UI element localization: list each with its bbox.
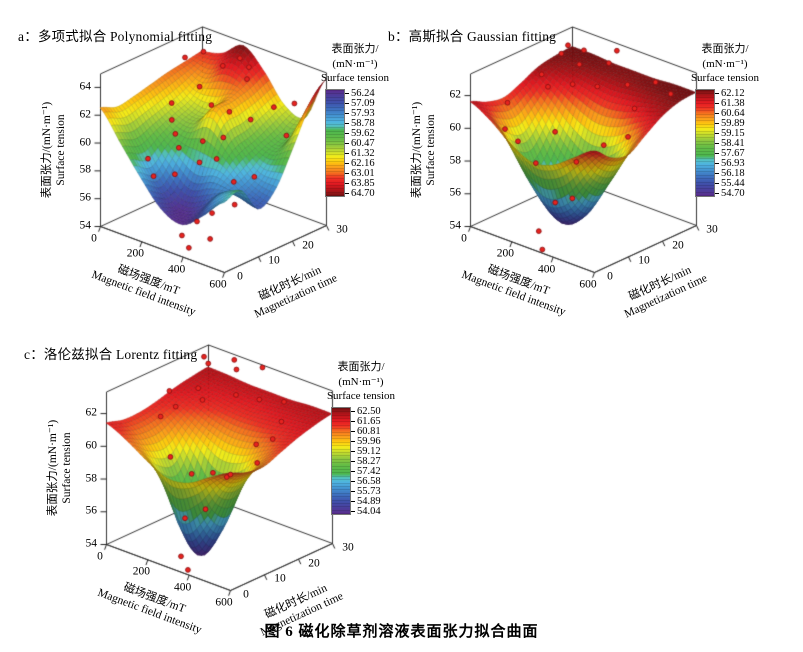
- x-tick-label: 200: [132, 565, 150, 578]
- y-tick-label: 30: [706, 223, 718, 236]
- z-tick-label: 54: [85, 537, 98, 550]
- x-tick-label: 400: [174, 581, 192, 594]
- colorbar-gradient: [695, 88, 715, 197]
- y-tick-label: 20: [302, 239, 314, 252]
- colorbar-tick-label: 61.32: [345, 148, 375, 159]
- colorbar-tick-labels: 62.12 61.38 60.64 59.89 59.15 58.41 57.67 56.93…: [715, 88, 745, 199]
- colorbar-tick-label: 55.44: [715, 178, 745, 189]
- colorbar-title: 表面张力/(mN·m⁻¹) Surface tension: [320, 43, 390, 84]
- colorbar-tick-label: 57.67: [715, 148, 745, 159]
- colorbar-tick-label: 63.85: [345, 178, 375, 189]
- x-tick-label: 0: [461, 232, 467, 245]
- z-tick-label: 60: [449, 121, 462, 134]
- colorbar-title: 表面张力/(mN·m⁻¹) Surface tension: [326, 361, 396, 402]
- y-tick-label: 0: [243, 588, 249, 601]
- y-tick-label: 20: [672, 239, 684, 252]
- colorbar-tick-label: 54.89: [351, 496, 381, 507]
- panel-polynomial-fitting: a：多项式拟合 Polynomial fitting 表面张力/(mN·m⁻¹)…: [16, 14, 400, 332]
- z-tick-label: 62: [79, 108, 92, 121]
- x-tick-label: 600: [579, 278, 597, 291]
- x-tick-label: 600: [215, 596, 233, 609]
- panel-lorentz-fitting: c：洛伦兹拟合 Lorentz fitting 表面张力/(mN·m⁻¹) Sur…: [22, 332, 406, 650]
- x-tick-label: 200: [126, 247, 144, 260]
- colorbar-tick-label: 60.47: [345, 138, 375, 149]
- colorbar-tick-label: 58.78: [345, 118, 375, 129]
- colorbar-tick-label: 56.24: [345, 88, 375, 99]
- colorbar-tick-label: 56.18: [715, 168, 745, 179]
- colorbar-title: 表面张力/(mN·m⁻¹) Surface tension: [690, 43, 760, 84]
- z-axis-title: 表面张力/(mN·m⁻¹) Surface tension: [41, 101, 67, 198]
- colorbar-tick-label: 59.15: [715, 128, 745, 139]
- colorbar-tick-label: 62.50: [351, 406, 381, 417]
- z-tick-label: 62: [85, 406, 98, 419]
- colorbar-tick-label: 60.81: [351, 426, 381, 437]
- colorbar-gaussian: 表面张力/(mN·m⁻¹) Surface tension 62.12 61.38 60…: [685, 42, 769, 199]
- y-tick-label: 30: [336, 223, 348, 236]
- colorbar-tick-label: 56.93: [715, 158, 745, 169]
- colorbar-tick-label: 63.01: [345, 168, 375, 179]
- colorbar-tick-label: 57.42: [351, 466, 381, 477]
- x-tick-label: 0: [97, 550, 103, 563]
- colorbar-tick-label: 54.70: [715, 188, 745, 199]
- colorbar-tick-label: 57.09: [345, 98, 375, 109]
- z-tick-label: 62: [449, 88, 462, 101]
- z-tick-label: 54: [79, 219, 92, 232]
- y-tick-label: 0: [607, 270, 613, 283]
- colorbar-tick-labels: 56.24 57.09 57.93 58.78 59.62 60.47 61.32 62.16…: [345, 88, 375, 199]
- colorbar-tick-label: 62.12: [715, 88, 745, 99]
- colorbar-tick-label: 61.38: [715, 98, 745, 109]
- colorbar-tick-label: 56.58: [351, 476, 381, 487]
- figure-caption: 图 6 磁化除草剂溶液表面张力拟合曲面: [264, 624, 539, 640]
- colorbar-gradient: [325, 88, 345, 197]
- colorbar-tick-label: 57.93: [345, 108, 375, 119]
- z-tick-label: 54: [449, 219, 462, 232]
- colorbar-tick-label: 58.27: [351, 456, 381, 467]
- colorbar-tick-label: 60.64: [715, 108, 745, 119]
- y-tick-label: 30: [342, 541, 354, 554]
- panel-gaussian-fitting: b：高斯拟合 Gaussian fitting 表面张力/(mN·m⁻¹) Sur…: [386, 14, 770, 332]
- colorbar-tick-label: 64.70: [345, 188, 375, 199]
- colorbar-tick-label: 59.96: [351, 436, 381, 447]
- z-tick-label: 58: [85, 472, 98, 485]
- x-tick-label: 0: [91, 232, 97, 245]
- y-tick-label: 0: [237, 270, 243, 283]
- colorbar-gradient: [331, 406, 351, 515]
- z-tick-label: 56: [85, 504, 98, 517]
- z-tick-label: 58: [449, 154, 462, 167]
- z-tick-label: 60: [79, 136, 92, 149]
- z-axis-title: 表面张力/(mN·m⁻¹) Surface tension: [411, 101, 437, 198]
- colorbar-tick-label: 54.04: [351, 506, 381, 517]
- colorbar-tick-label: 59.89: [715, 118, 745, 129]
- colorbar-tick-labels: 62.50 61.65 60.81 59.96 59.12 58.27 57.42 56.58…: [351, 406, 381, 517]
- x-tick-label: 400: [168, 263, 186, 276]
- colorbar-tick-label: 59.62: [345, 128, 375, 139]
- panel-title-gaussian: b：高斯拟合 Gaussian fitting: [388, 29, 557, 44]
- colorbar-tick-label: 61.65: [351, 416, 381, 427]
- z-tick-label: 64: [79, 80, 92, 93]
- z-tick-label: 60: [85, 439, 98, 452]
- panel-title-polynomial: a：多项式拟合 Polynomial fitting: [18, 29, 213, 44]
- z-tick-label: 58: [79, 163, 92, 176]
- z-tick-label: 56: [449, 186, 462, 199]
- colorbar-lorentz: 表面张力/(mN·m⁻¹) Surface tension 62.50 61.65 60…: [321, 360, 405, 517]
- colorbar-tick-label: 62.16: [345, 158, 375, 169]
- colorbar-tick-label: 58.41: [715, 138, 745, 149]
- x-tick-label: 400: [538, 263, 556, 276]
- z-axis-title: 表面张力/(mN·m⁻¹) Surface tension: [47, 419, 73, 516]
- z-tick-label: 56: [79, 191, 92, 204]
- x-tick-label: 200: [496, 247, 514, 260]
- panel-title-lorentz: c：洛伦兹拟合 Lorentz fitting: [24, 347, 198, 362]
- x-tick-label: 600: [209, 278, 227, 291]
- y-tick-label: 10: [274, 572, 286, 585]
- y-tick-label: 20: [308, 557, 320, 570]
- colorbar-tick-label: 59.12: [351, 446, 381, 457]
- colorbar-polynomial: 表面张力/(mN·m⁻¹) Surface tension 56.24 57.09 57…: [315, 42, 399, 199]
- colorbar-tick-label: 55.73: [351, 486, 381, 497]
- y-tick-label: 10: [638, 254, 650, 267]
- y-tick-label: 10: [268, 254, 280, 267]
